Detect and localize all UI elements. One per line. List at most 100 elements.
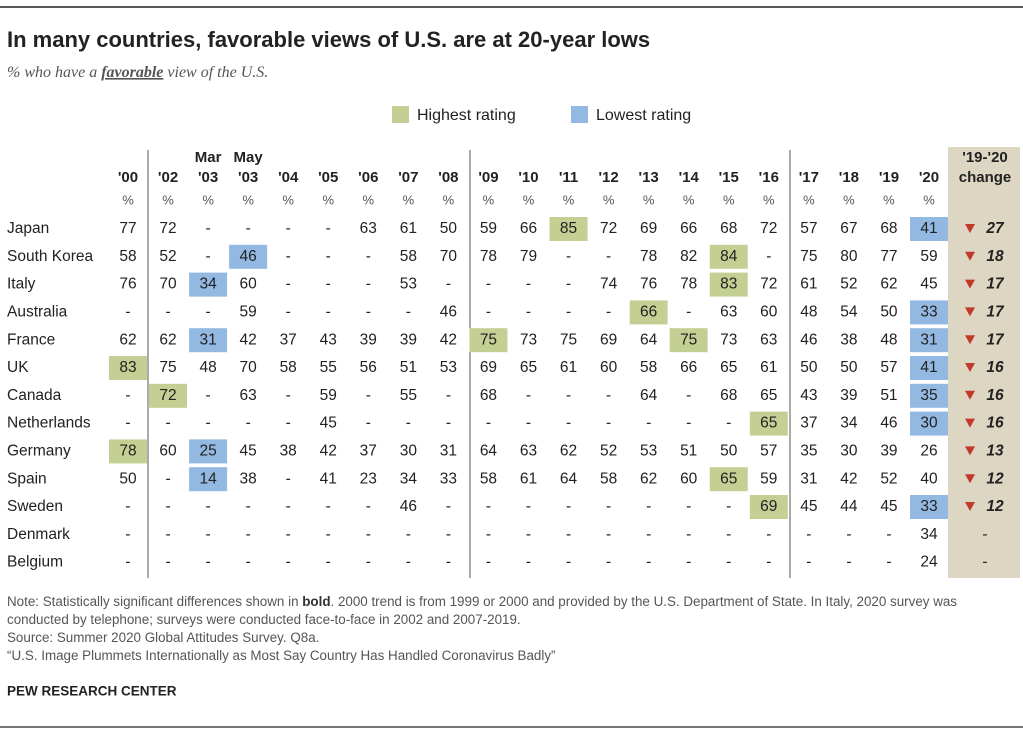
cell: -	[125, 415, 130, 432]
column-month: May	[234, 149, 264, 166]
cell: -	[806, 526, 811, 543]
cell: 55	[320, 359, 337, 376]
unit-label: %	[643, 192, 655, 207]
rating-highlight	[709, 244, 748, 269]
cell: 53	[400, 276, 417, 293]
cell: 70	[440, 248, 458, 265]
cell: 39	[840, 387, 857, 404]
cell: 64	[640, 331, 658, 348]
cell: -	[326, 498, 331, 515]
cell: 50	[880, 303, 898, 320]
cell: 31	[440, 442, 457, 459]
cell: 63	[360, 220, 377, 237]
cell: 52	[880, 470, 897, 487]
cell: 62	[560, 442, 577, 459]
decrease-arrow	[965, 446, 975, 456]
cell: -	[406, 526, 411, 543]
cell: -	[446, 526, 451, 543]
column-header: '11	[559, 169, 578, 186]
cell: 25	[199, 442, 216, 459]
cell: -	[766, 526, 771, 543]
subtitle-part: view of the U.S.	[163, 64, 268, 81]
note-text: . 2000 trend is from 1999 or 2000 and pr…	[7, 594, 958, 627]
unit-label: %	[603, 192, 615, 207]
change-value: 17	[986, 331, 1005, 348]
cell: 30	[840, 442, 858, 459]
cell: -	[246, 415, 251, 432]
cell: 57	[880, 359, 897, 376]
cell: -	[606, 387, 611, 404]
cell: -	[446, 498, 451, 515]
cell: 45	[240, 442, 257, 459]
cell: -	[446, 276, 451, 293]
cell: 34	[920, 526, 938, 543]
cell: -	[326, 248, 331, 265]
rating-highlight	[629, 300, 668, 325]
cell: 65	[720, 470, 737, 487]
column-header: '12	[598, 169, 618, 186]
cell: 60	[159, 442, 177, 459]
change-value: 12	[986, 498, 1004, 515]
rating-highlight	[549, 217, 588, 241]
unit-label: %	[883, 192, 895, 207]
cell: 65	[520, 359, 537, 376]
cell: -	[526, 276, 531, 293]
cell: 60	[760, 303, 778, 320]
cell: 76	[640, 276, 657, 293]
cell: -	[566, 415, 571, 432]
unit-label: %	[523, 192, 535, 207]
cell: 72	[159, 220, 176, 237]
unit-label: %	[282, 192, 294, 207]
cell: -	[246, 554, 251, 571]
unit-label: %	[843, 192, 855, 207]
cell: -	[366, 554, 371, 571]
cell: -	[566, 248, 571, 265]
column-header: '16	[759, 169, 779, 186]
cell: 62	[880, 276, 897, 293]
country: Australia	[7, 303, 68, 320]
cell: -	[206, 498, 211, 515]
cell: 42	[320, 442, 337, 459]
cell: -	[286, 248, 291, 265]
column-header: '17	[799, 169, 819, 186]
cell: -	[165, 303, 170, 320]
cell: -	[246, 498, 251, 515]
cell: 37	[360, 442, 377, 459]
cell: 59	[480, 220, 497, 237]
cell: 78	[680, 276, 697, 293]
decrease-arrow	[965, 224, 975, 233]
unit-label: %	[763, 192, 775, 207]
cell: 80	[840, 248, 858, 265]
column-header: '14	[679, 169, 700, 186]
cell: -	[566, 498, 571, 515]
cell: -	[846, 526, 851, 543]
legend-label: Lowest rating	[596, 107, 691, 124]
column-header: '18	[839, 169, 859, 186]
cell: -	[366, 303, 371, 320]
cell: -	[326, 220, 331, 237]
cell: 37	[800, 415, 817, 432]
cell: 33	[920, 303, 937, 320]
cell: -	[686, 554, 691, 571]
cell: 53	[440, 359, 457, 376]
cell: -	[165, 526, 170, 543]
cell: -	[286, 526, 291, 543]
cell: 75	[480, 331, 497, 348]
change-value: 18	[986, 248, 1004, 265]
cell: 45	[880, 498, 897, 515]
cell: 46	[240, 248, 257, 265]
cell: -	[286, 470, 291, 487]
cell: 48	[880, 331, 897, 348]
cell: 63	[760, 331, 777, 348]
cell: 75	[680, 331, 697, 348]
subtitle-emphasis: favorable	[101, 64, 163, 81]
cell: 61	[560, 359, 577, 376]
change-value: 16	[986, 415, 1004, 432]
cell: 50	[119, 470, 137, 487]
decrease-arrow	[965, 390, 975, 400]
cell: -	[165, 554, 170, 571]
cell: 63	[520, 442, 537, 459]
column-header: '08	[438, 169, 458, 186]
